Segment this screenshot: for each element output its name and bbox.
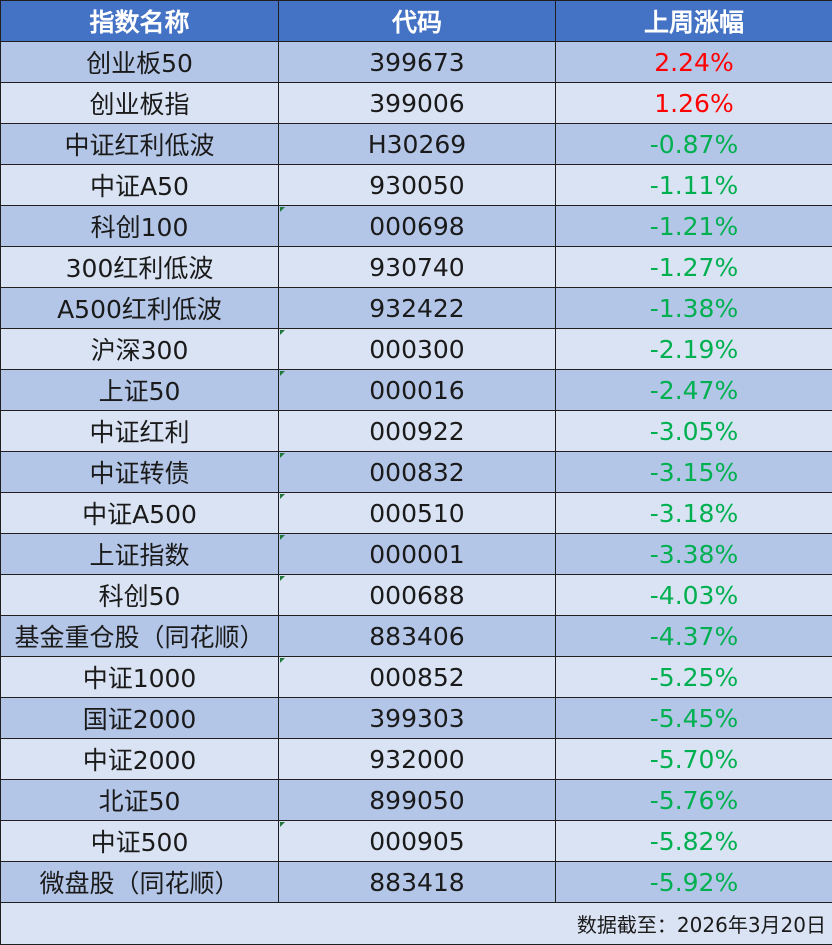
weekly-change-cell: -5.82% — [556, 821, 832, 862]
index-name-cell: 上证50 — [1, 370, 279, 411]
index-name-cell: 中证红利低波 — [1, 124, 279, 165]
header-row: 指数名称 代码 上周涨幅 — [1, 1, 832, 42]
index-code-cell: 000001 — [279, 534, 556, 575]
index-code-cell: 000016 — [279, 370, 556, 411]
index-code-cell: 883418 — [279, 862, 556, 903]
index-name-cell: 中证1000 — [1, 657, 279, 698]
weekly-change-cell: -1.27% — [556, 247, 832, 288]
index-code-cell: H30269 — [279, 124, 556, 165]
weekly-change-cell: -4.37% — [556, 616, 832, 657]
index-code-cell: 000922 — [279, 411, 556, 452]
index-name-cell: 300红利低波 — [1, 247, 279, 288]
index-name-cell: 北证50 — [1, 780, 279, 821]
weekly-change-cell: -1.21% — [556, 206, 832, 247]
weekly-change-cell: -5.76% — [556, 780, 832, 821]
index-name-cell: 微盘股（同花顺） — [1, 862, 279, 903]
weekly-change-cell: -0.87% — [556, 124, 832, 165]
weekly-change-cell: -3.15% — [556, 452, 832, 493]
index-name-cell: 国证2000 — [1, 698, 279, 739]
index-code-cell: 399303 — [279, 698, 556, 739]
index-code-cell: 000832 — [279, 452, 556, 493]
index-name-cell: 创业板指 — [1, 83, 279, 124]
weekly-change-cell: -5.45% — [556, 698, 832, 739]
header-code: 代码 — [279, 1, 556, 42]
weekly-change-cell: -5.25% — [556, 657, 832, 698]
index-code-cell: 000510 — [279, 493, 556, 534]
index-name-cell: A500红利低波 — [1, 288, 279, 329]
index-code-cell: 932422 — [279, 288, 556, 329]
index-name-cell: 科创100 — [1, 206, 279, 247]
index-name-cell: 中证A50 — [1, 165, 279, 206]
weekly-change-cell: 1.26% — [556, 83, 832, 124]
index-name-cell: 中证500 — [1, 821, 279, 862]
weekly-change-cell: 2.24% — [556, 42, 832, 83]
index-name-cell: 沪深300 — [1, 329, 279, 370]
index-code-cell: 899050 — [279, 780, 556, 821]
index-code-cell: 883406 — [279, 616, 556, 657]
weekly-change-cell: -1.11% — [556, 165, 832, 206]
index-code-cell: 000852 — [279, 657, 556, 698]
weekly-change-cell: -1.38% — [556, 288, 832, 329]
index-code-cell: 000300 — [279, 329, 556, 370]
weekly-change-cell: -2.47% — [556, 370, 832, 411]
weekly-change-cell: -3.05% — [556, 411, 832, 452]
header-weekly-change: 上周涨幅 — [556, 1, 832, 42]
table-row: 基金重仓股（同花顺）883406-4.37% — [1, 616, 832, 657]
table-row: 微盘股（同花顺）883418-5.92% — [1, 862, 832, 903]
index-code-cell: 000905 — [279, 821, 556, 862]
index-code-cell: 399673 — [279, 42, 556, 83]
weekly-change-cell: -2.19% — [556, 329, 832, 370]
index-name-cell: 中证红利 — [1, 411, 279, 452]
index-name-cell: 中证转债 — [1, 452, 279, 493]
index-name-cell: 科创50 — [1, 575, 279, 616]
index-code-cell: 000698 — [279, 206, 556, 247]
weekly-change-cell: -5.70% — [556, 739, 832, 780]
index-name-cell: 创业板50 — [1, 42, 279, 83]
weekly-change-cell: -4.03% — [556, 575, 832, 616]
data-date-note: 数据截至：2026年3月20日 — [1, 903, 832, 945]
index-code-cell: 399006 — [279, 83, 556, 124]
index-code-cell: 932000 — [279, 739, 556, 780]
index-name-cell: 上证指数 — [1, 534, 279, 575]
footer-row: 数据截至：2026年3月20日 — [1, 903, 832, 945]
weekly-change-cell: -5.92% — [556, 862, 832, 903]
index-name-cell: 中证A500 — [1, 493, 279, 534]
index-code-cell: 000688 — [279, 575, 556, 616]
index-code-cell: 930050 — [279, 165, 556, 206]
index-name-cell: 基金重仓股（同花顺） — [1, 616, 279, 657]
header-index-name: 指数名称 — [1, 1, 279, 42]
weekly-change-cell: -3.38% — [556, 534, 832, 575]
index-name-cell: 中证2000 — [1, 739, 279, 780]
weekly-change-cell: -3.18% — [556, 493, 832, 534]
index-code-cell: 930740 — [279, 247, 556, 288]
